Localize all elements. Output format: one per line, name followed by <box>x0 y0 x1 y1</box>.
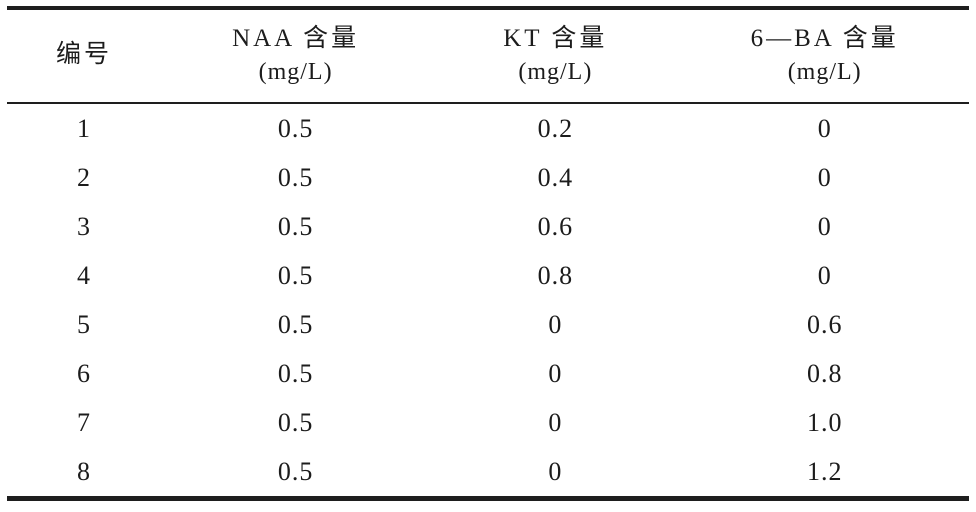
cell-kt: 0 <box>548 407 563 437</box>
header-naa-unit: (mg/L) <box>258 59 333 85</box>
table-row: 6 0.5 0 0.8 <box>7 349 969 398</box>
table-row: 4 0.5 0.8 0 <box>7 251 969 300</box>
header-kt-unit: (mg/L) <box>518 59 593 85</box>
table-row: 7 0.5 0 1.0 <box>7 398 969 447</box>
cell-number: 6 <box>76 358 91 388</box>
header-number-label: 编号 <box>55 41 112 68</box>
header-6ba-label: 6—BA 含量 <box>750 25 899 52</box>
cell-6ba: 0.6 <box>806 309 843 339</box>
cell-6ba: 1.0 <box>806 407 843 437</box>
cell-6ba: 0 <box>817 211 832 241</box>
table-header: 编号 NAA 含量 (mg/L) KT 含量 (mg/L) 6—BA 含量 (m… <box>7 8 969 104</box>
header-kt-label: KT 含量 <box>503 25 608 52</box>
header-cell-kt: KT 含量 (mg/L) <box>430 8 681 104</box>
cell-number: 7 <box>76 407 91 437</box>
cell-kt: 0.8 <box>537 260 574 290</box>
cell-6ba: 0 <box>817 260 832 290</box>
cell-6ba: 1.2 <box>806 456 843 486</box>
header-6ba-unit: (mg/L) <box>787 59 862 85</box>
cell-kt: 0 <box>548 358 563 388</box>
header-cell-number: 编号 <box>7 8 161 104</box>
table-row: 5 0.5 0 0.6 <box>7 300 969 349</box>
cell-naa: 0.5 <box>277 309 314 339</box>
header-cell-6ba: 6—BA 含量 (mg/L) <box>680 8 969 104</box>
table-row: 8 0.5 0 1.2 <box>7 447 969 499</box>
cell-naa: 0.5 <box>277 211 314 241</box>
cell-kt: 0.2 <box>537 113 574 143</box>
cell-kt: 0.6 <box>537 211 574 241</box>
cell-6ba: 0 <box>817 113 832 143</box>
hormone-concentration-table: 编号 NAA 含量 (mg/L) KT 含量 (mg/L) 6—BA 含量 (m… <box>7 6 969 501</box>
cell-6ba: 0.8 <box>806 358 843 388</box>
cell-number: 5 <box>76 309 91 339</box>
cell-kt: 0 <box>548 309 563 339</box>
header-row: 编号 NAA 含量 (mg/L) KT 含量 (mg/L) 6—BA 含量 (m… <box>7 8 969 104</box>
cell-naa: 0.5 <box>277 407 314 437</box>
table-row: 1 0.5 0.2 0 <box>7 103 969 153</box>
cell-naa: 0.5 <box>277 260 314 290</box>
cell-number: 1 <box>76 113 91 143</box>
cell-naa: 0.5 <box>277 456 314 486</box>
table-row: 3 0.5 0.6 0 <box>7 202 969 251</box>
cell-naa: 0.5 <box>277 162 314 192</box>
cell-number: 8 <box>76 456 91 486</box>
cell-naa: 0.5 <box>277 358 314 388</box>
cell-number: 3 <box>76 211 91 241</box>
table-row: 2 0.5 0.4 0 <box>7 153 969 202</box>
table-body: 1 0.5 0.2 0 2 0.5 0.4 0 3 0.5 0.6 0 4 0.… <box>7 103 969 499</box>
cell-naa: 0.5 <box>277 113 314 143</box>
cell-kt: 0 <box>548 456 563 486</box>
cell-6ba: 0 <box>817 162 832 192</box>
cell-number: 4 <box>76 260 91 290</box>
header-cell-naa: NAA 含量 (mg/L) <box>160 8 431 104</box>
header-naa-label: NAA 含量 <box>232 25 360 52</box>
cell-number: 2 <box>76 162 91 192</box>
cell-kt: 0.4 <box>537 162 574 192</box>
